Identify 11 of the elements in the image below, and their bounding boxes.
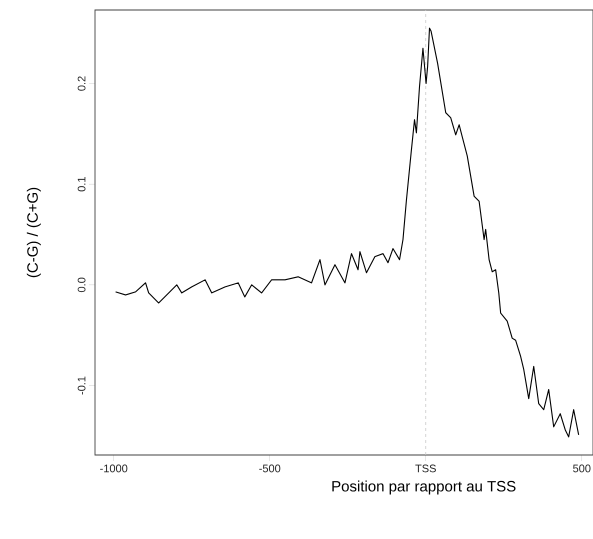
- y-axis-title: (C-G) / (C+G): [26, 188, 41, 278]
- y-tick-label: -0.1: [78, 376, 86, 395]
- y-tick-label: 0.2: [78, 76, 86, 91]
- x-tick-label: -1000: [100, 464, 128, 472]
- x-tick-label: 500: [573, 464, 591, 472]
- x-axis-title: Position par rapport au TSS: [332, 480, 516, 495]
- x-tick-label: -500: [259, 464, 280, 472]
- y-tick-label: 0.1: [78, 177, 86, 192]
- line-series: [115, 28, 580, 438]
- y-tick-label: 0.0: [78, 278, 86, 292]
- x-tick-label: TSS: [415, 464, 436, 472]
